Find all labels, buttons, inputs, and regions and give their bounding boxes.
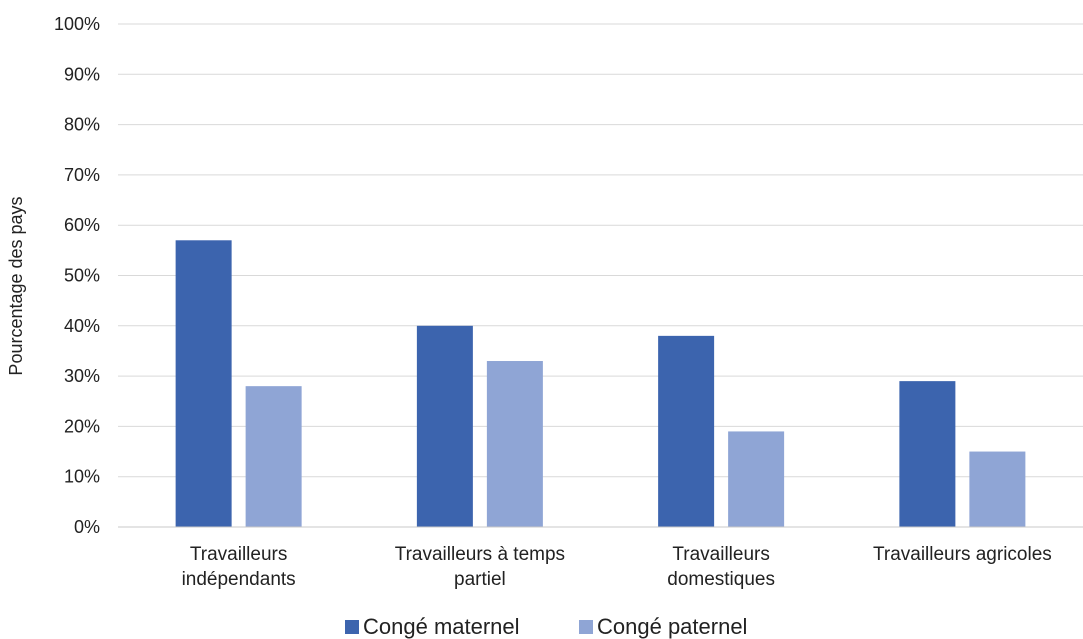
y-tick-label: 100% bbox=[54, 14, 100, 34]
bar-conge-maternel bbox=[658, 335, 715, 527]
y-tick-label: 20% bbox=[64, 416, 100, 436]
x-axis-category-labels: Travailleurs indépendants Travailleurs à t… bbox=[182, 544, 1052, 590]
y-tick-label: 30% bbox=[64, 366, 100, 386]
x-category-label: Travailleurs à temps partiel bbox=[395, 544, 565, 590]
x-category-label: Travailleurs domestiques bbox=[667, 544, 775, 590]
y-axis-title: Pourcentage des pays bbox=[6, 196, 26, 375]
y-tick-label: 80% bbox=[64, 115, 100, 135]
bar-conge-maternel bbox=[175, 240, 232, 528]
legend-swatch bbox=[345, 620, 359, 634]
bar-conge-paternel bbox=[728, 431, 785, 527]
y-tick-label: 50% bbox=[64, 266, 100, 286]
y-axis-tick-labels: 0% 10% 20% 30% 40% 50% 60% 70% 80% 90% 100% bbox=[54, 14, 100, 537]
bars bbox=[175, 240, 1026, 528]
bar-conge-paternel bbox=[486, 361, 543, 527]
bar-conge-paternel bbox=[969, 451, 1026, 527]
legend-swatch bbox=[579, 620, 593, 634]
y-tick-label: 90% bbox=[64, 64, 100, 84]
bar-conge-maternel bbox=[416, 325, 473, 527]
y-tick-label: 0% bbox=[74, 517, 100, 537]
x-category-label: Travailleurs agricoles bbox=[873, 544, 1052, 565]
y-tick-label: 70% bbox=[64, 165, 100, 185]
y-tick-label: 40% bbox=[64, 316, 100, 336]
y-tick-label: 60% bbox=[64, 215, 100, 235]
legend-label: Congé paternel bbox=[597, 614, 747, 639]
legend-label: Congé maternel bbox=[363, 614, 520, 639]
bar-conge-maternel bbox=[899, 381, 956, 527]
y-tick-label: 10% bbox=[64, 467, 100, 487]
legend: Congé maternel Congé paternel bbox=[345, 614, 747, 639]
x-category-label: Travailleurs indépendants bbox=[182, 544, 296, 590]
bar-conge-paternel bbox=[245, 386, 302, 527]
